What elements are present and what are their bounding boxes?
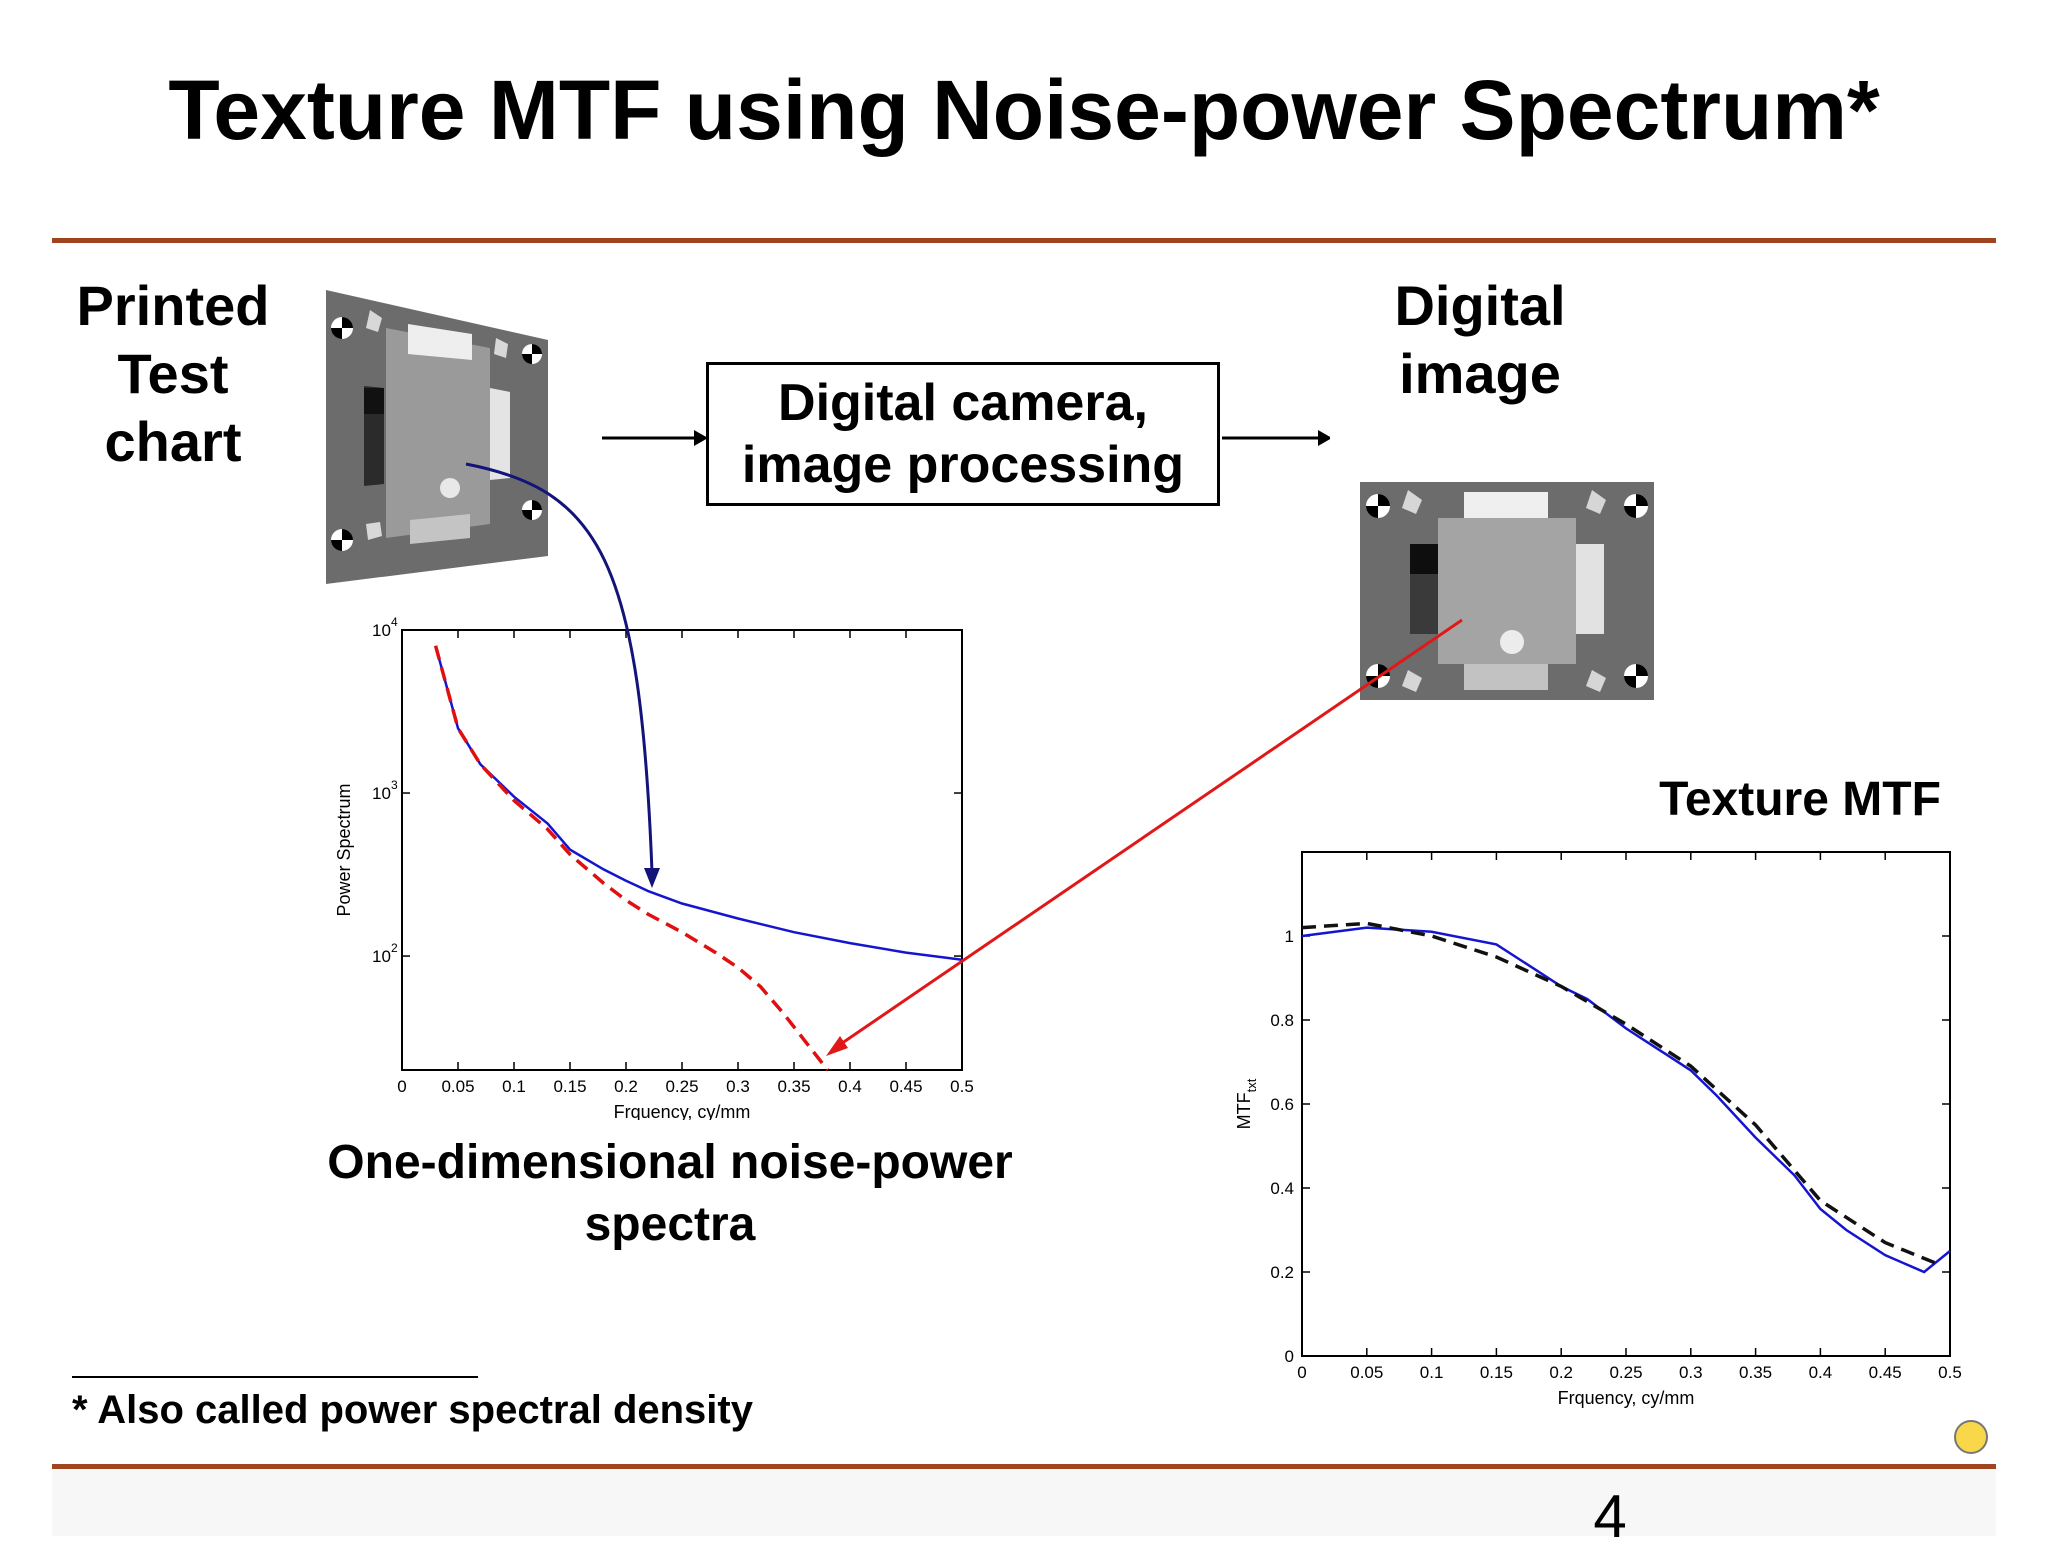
power-spectrum-chart: 0 0.05 0.1 0.15 0.2 0.25 0.3 0.35 0.4 0.45 0.510 21… xyxy=(334,615,974,1120)
process-label-line2: image processing xyxy=(741,436,1185,494)
x-tick-label: 0.25 xyxy=(1609,1363,1642,1382)
y-tick-exponent: 3 xyxy=(391,778,398,792)
printed-test-chart-image xyxy=(326,290,548,584)
x-axis-label: Frquency, cy/mm xyxy=(614,1102,751,1120)
y-tick-label: 0 xyxy=(1285,1347,1294,1366)
series-line-1 xyxy=(433,645,829,1072)
y-tick-exponent: 4 xyxy=(391,615,398,629)
y-tick-label: 0.2 xyxy=(1270,1263,1294,1282)
bottom-divider xyxy=(52,1464,1996,1469)
plot-frame xyxy=(1301,851,1951,1357)
x-tick-label: 0.15 xyxy=(1480,1363,1513,1382)
spectra-caption-line1: One-dimensional noise-power xyxy=(327,1136,1013,1189)
arrow-to-camera xyxy=(602,430,708,446)
x-tick-label: 0.45 xyxy=(1869,1363,1902,1382)
texture-mtf-chart: 0 0.05 0.1 0.15 0.2 0.25 0.3 0.35 0.4 0.45 0.5 0 0.2… xyxy=(1234,851,1962,1408)
y-tick-label: 10 xyxy=(372,784,391,803)
y-axis-label: Power Spectrum xyxy=(334,783,354,916)
spectra-caption: One-dimensional noise-power spectra xyxy=(240,1132,1100,1256)
footnote: * Also called power spectral density xyxy=(72,1388,753,1432)
x-tick-label: 0.1 xyxy=(1420,1363,1444,1382)
y-tick-label: 10 xyxy=(372,947,391,966)
digital-image-label: Digital image xyxy=(1340,272,1620,408)
x-tick-label: 0.1 xyxy=(502,1077,526,1096)
x-tick-label: 0.4 xyxy=(838,1077,862,1096)
top-divider xyxy=(52,238,1996,243)
x-tick-label: 0.35 xyxy=(1739,1363,1772,1382)
page-number: 4 xyxy=(1593,1483,1627,1550)
y-tick-label: 0.4 xyxy=(1270,1179,1294,1198)
pointer-dot-icon xyxy=(1954,1420,1988,1454)
x-tick-label: 0.05 xyxy=(441,1077,474,1096)
x-tick-label: 0.5 xyxy=(1938,1363,1962,1382)
x-tick-label: 0 xyxy=(1297,1363,1306,1382)
x-tick-label: 0.2 xyxy=(1549,1363,1573,1382)
x-tick-label: 0.4 xyxy=(1809,1363,1833,1382)
printed-chart-label-line1: Printed xyxy=(76,274,270,337)
printed-chart-label-line2: Test xyxy=(117,342,229,405)
x-tick-label: 0.3 xyxy=(1679,1363,1703,1382)
y-tick-label: 0.8 xyxy=(1270,1011,1294,1030)
spectra-caption-line2: spectra xyxy=(584,1198,756,1251)
y-tick-label: 1 xyxy=(1285,927,1294,946)
printed-chart-label-line3: chart xyxy=(104,410,242,473)
x-tick-label: 0.25 xyxy=(665,1077,698,1096)
x-tick-label: 0 xyxy=(397,1077,406,1096)
x-tick-label: 0.05 xyxy=(1350,1363,1383,1382)
x-tick-label: 0.3 xyxy=(726,1077,750,1096)
x-tick-label: 0.15 xyxy=(553,1077,586,1096)
arrow-to-digital-image xyxy=(1222,430,1330,446)
process-label-line1: Digital camera, xyxy=(778,374,1148,432)
printed-chart-label: Printed Test chart xyxy=(48,272,298,476)
digital-image-picture xyxy=(1360,482,1654,700)
texture-mtf-label: Texture MTF xyxy=(1659,773,1941,826)
footnote-rule xyxy=(72,1376,478,1378)
y-tick-label: 0.6 xyxy=(1270,1095,1294,1114)
x-axis-label: Frquency, cy/mm xyxy=(1558,1388,1695,1408)
x-tick-label: 0.2 xyxy=(614,1077,638,1096)
plot-frame xyxy=(401,629,963,1071)
y-tick-exponent: 2 xyxy=(391,941,398,955)
x-tick-label: 0.45 xyxy=(889,1077,922,1096)
series-line-0 xyxy=(1301,926,1951,1274)
digital-image-label-line2: image xyxy=(1399,342,1561,405)
camera-processing-box: Digital camera, image processing xyxy=(706,362,1220,506)
slide-title: Texture MTF using Noise-power Spectrum* xyxy=(168,63,1880,157)
footer-band xyxy=(52,1469,1996,1536)
digital-image-label-line1: Digital xyxy=(1394,274,1566,337)
y-tick-label: 10 xyxy=(372,621,391,640)
x-tick-label: 0.5 xyxy=(950,1077,974,1096)
x-tick-label: 0.35 xyxy=(777,1077,810,1096)
y-axis-label: MTFtxt xyxy=(1234,1078,1259,1129)
